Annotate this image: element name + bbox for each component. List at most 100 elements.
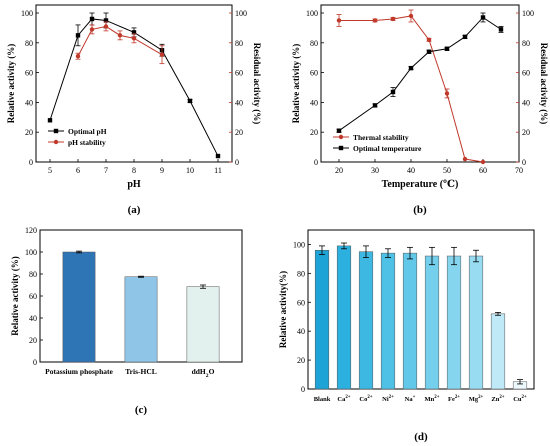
category-label-text: Mn [425, 396, 435, 403]
data-point [187, 98, 193, 104]
bar [468, 255, 484, 390]
y-tick-label: 60 [29, 292, 37, 301]
data-point [336, 18, 342, 23]
category-label-text: Mg [469, 396, 479, 403]
data-point [75, 54, 81, 59]
y2-tick-label: 60 [522, 69, 530, 78]
series-line-1 [338, 16, 502, 132]
x-tick-label: 60 [479, 166, 487, 175]
legend-label: pH stability [68, 138, 106, 147]
y-tick-label: 40 [310, 98, 318, 107]
y-tick-label: 80 [310, 39, 318, 48]
category-label-text: Co [359, 396, 367, 403]
y-tick-label: 20 [310, 128, 318, 137]
category-label-sup: 2+ [478, 395, 483, 400]
bar [62, 251, 96, 363]
category-label: Na+ [405, 395, 416, 403]
plot-frame [320, 4, 520, 163]
y-tick-label: 80 [297, 269, 305, 278]
y-tick-label: 0 [33, 358, 37, 367]
y-tick-label: 60 [297, 298, 305, 307]
data-point [390, 89, 396, 95]
category-label-sup: 2+ [499, 395, 504, 400]
category-label: Ca2+ [337, 395, 350, 403]
category-label-text: ddH [192, 367, 206, 376]
x-axis-label: Temperature (℃) [382, 179, 459, 190]
panel-label: (b) [413, 204, 427, 216]
y-tick-label: 0 [314, 158, 318, 167]
data-point [390, 16, 396, 22]
y2-tick-label: 100 [522, 9, 534, 18]
category-label: Tris-HCL [125, 367, 157, 376]
data-point [444, 46, 450, 51]
category-label-sup: 2+ [455, 395, 460, 400]
y2-tick-label: 20 [522, 128, 530, 137]
data-point [426, 49, 432, 54]
data-point [462, 156, 468, 162]
category-label: Mg2+ [469, 395, 484, 403]
data-point [89, 16, 95, 22]
y-tick-label: 40 [297, 327, 305, 336]
panel-0: 5 6 7 8 9 10 11 0 20 40 60 80 100 0 20 40 60 80 100 pH Relat… [6, 4, 262, 216]
bar [358, 251, 374, 390]
category-label: Fe2+ [448, 395, 460, 403]
legend-marker [338, 145, 344, 151]
x-tick-label: 11 [214, 166, 222, 175]
y-tick-label: 80 [29, 270, 37, 279]
data-point [103, 24, 109, 29]
category-label-sup: 2+ [434, 395, 439, 400]
data-point [159, 52, 165, 57]
y-tick-label: 20 [29, 336, 37, 345]
series-line-0 [49, 18, 219, 157]
x-tick-label: 20 [335, 166, 343, 175]
y-axis-label: Relative activity (%) [291, 44, 301, 123]
y-tick-label: 100 [21, 9, 33, 18]
category-label-text: Fe [448, 396, 455, 403]
x-tick-label: 9 [160, 166, 164, 175]
category-label-sup: 2+ [389, 395, 394, 400]
category-label-text: Blank [314, 396, 331, 403]
data-point [336, 128, 342, 133]
y-tick-label: 20 [297, 356, 305, 365]
data-point [89, 27, 95, 32]
category-label-text: Na [405, 396, 414, 403]
series-line-0 [339, 15, 484, 163]
bar [124, 276, 158, 363]
category-label-sup: 2+ [345, 395, 350, 400]
data-point [117, 33, 123, 38]
y-tick-label: 60 [310, 69, 318, 78]
y-axis-label: Relative activity (%) [10, 256, 20, 335]
data-point [462, 34, 468, 40]
bar [424, 255, 440, 390]
y2-tick-label: 80 [235, 39, 243, 48]
y2-tick-label: 60 [235, 69, 243, 78]
x-tick-label: 6 [76, 166, 80, 175]
category-label-text: Ni [382, 396, 389, 403]
bar [490, 313, 506, 390]
category-label-sup: 2+ [367, 395, 372, 400]
y-tick-label: 0 [301, 385, 305, 394]
x-axis-label: pH [127, 179, 141, 190]
bar [336, 245, 352, 390]
y2-tick-label: 0 [522, 158, 526, 167]
bar [402, 252, 418, 390]
y-tick-label: 40 [25, 98, 33, 107]
data-point [75, 33, 81, 38]
y-tick-label: 0 [29, 158, 33, 167]
x-tick-label: 50 [443, 166, 451, 175]
category-label: Cu2+ [513, 395, 527, 403]
y2-tick-label: 40 [522, 98, 530, 107]
data-point [408, 65, 414, 71]
category-label-text: Ca [337, 396, 346, 403]
bar [446, 255, 462, 390]
legend-marker [338, 134, 344, 140]
bar [314, 249, 330, 390]
x-tick-label: 7 [104, 166, 108, 175]
y-tick-label: 100 [306, 9, 318, 18]
y-tick-label: 120 [25, 226, 37, 235]
y-tick-label: 40 [29, 314, 37, 323]
bar [186, 286, 220, 363]
category-label: ddH2O [192, 367, 215, 379]
